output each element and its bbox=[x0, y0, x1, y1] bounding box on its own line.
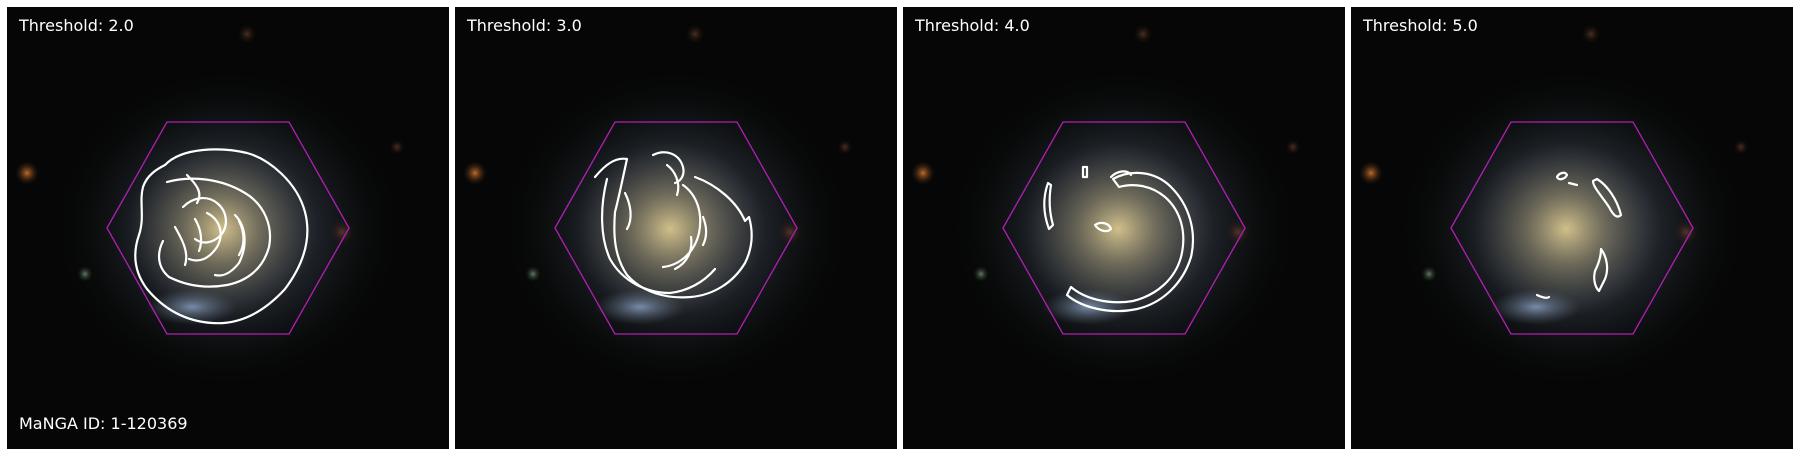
panel-threshold-4: Threshold: 4.0 bbox=[903, 7, 1345, 449]
hexagon-overlay bbox=[1450, 121, 1694, 335]
contour-lines bbox=[593, 151, 753, 299]
panel-threshold-3: Threshold: 3.0 bbox=[455, 7, 897, 449]
manga-id-label: MaNGA ID: 1-120369 bbox=[19, 414, 188, 433]
threshold-label: Threshold: 2.0 bbox=[19, 16, 134, 35]
contour-lines bbox=[1043, 165, 1195, 313]
galaxy-image bbox=[903, 7, 1345, 449]
hexagon-overlay bbox=[106, 121, 350, 335]
contour-lines bbox=[134, 148, 309, 325]
panel-threshold-2: Threshold: 2.0 MaNGA ID: 1-120369 bbox=[7, 7, 449, 449]
threshold-label: Threshold: 3.0 bbox=[467, 16, 582, 35]
threshold-label: Threshold: 4.0 bbox=[915, 16, 1030, 35]
hexagon-overlay bbox=[554, 121, 798, 335]
galaxy-image bbox=[1351, 7, 1793, 449]
threshold-label: Threshold: 5.0 bbox=[1363, 16, 1478, 35]
contour-lines bbox=[1535, 171, 1623, 299]
galaxy-image bbox=[455, 7, 897, 449]
galaxy-image bbox=[7, 7, 449, 449]
hexagon-overlay bbox=[1002, 121, 1246, 335]
panel-threshold-5: Threshold: 5.0 bbox=[1351, 7, 1793, 449]
